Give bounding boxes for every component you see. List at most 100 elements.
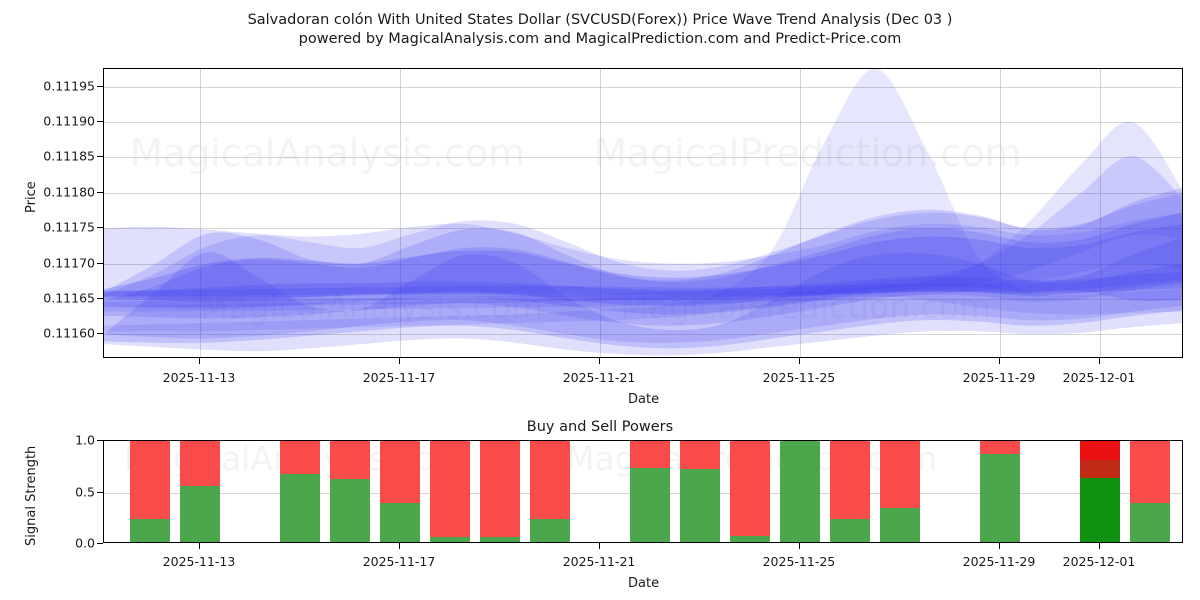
buy-power-segment [380, 502, 421, 542]
y-tick-label: 0.11175 [43, 219, 95, 235]
x-tick-mark [399, 358, 401, 364]
x-tick-label: 2025-11-17 [362, 554, 436, 569]
wave-band [104, 263, 1182, 301]
x-tick-label: 2025-12-01 [1062, 370, 1136, 385]
y-tick-mark [97, 227, 103, 229]
x-tick-label: 2025-11-13 [162, 370, 236, 385]
x-tick-label: 2025-11-21 [562, 554, 636, 569]
signal-bar[interactable] [380, 441, 421, 542]
x-tick-mark [998, 543, 1000, 549]
gridline-horizontal [104, 228, 1182, 230]
gridline-vertical [600, 69, 602, 357]
sell-power-segment-mid [1079, 460, 1120, 479]
y-tick-mark [97, 440, 103, 441]
buy-power-segment [779, 441, 820, 542]
x-tick-mark [399, 543, 401, 549]
signal-bar[interactable] [130, 441, 170, 542]
signal-bar[interactable] [729, 441, 770, 542]
gridline-vertical [200, 69, 201, 357]
price-y-axis-label: Price [24, 181, 39, 213]
y-tick-mark [97, 543, 103, 544]
y-tick-mark [97, 85, 103, 87]
signal-bar[interactable] [829, 441, 870, 542]
y-tick-label: 0.5 [75, 484, 95, 499]
sell-power-segment [180, 441, 220, 487]
y-tick-label: 0.11170 [43, 255, 95, 270]
signal-x-axis-label: Date [628, 576, 660, 591]
wave-band [104, 237, 1182, 349]
x-tick-label: 2025-11-25 [762, 554, 836, 569]
buy-sell-powers-plot-area: MagicalAnalysis.com MagicalPrediction.co… [103, 440, 1183, 543]
gridline-vertical [1099, 69, 1101, 357]
y-tick-mark [97, 491, 103, 493]
figure-title-line-1: Salvadoran colón With United States Doll… [247, 12, 953, 28]
x-tick-label: 2025-11-17 [362, 370, 436, 385]
y-tick-mark [97, 333, 103, 335]
signal-bar[interactable] [779, 441, 820, 542]
x-tick-mark [1098, 543, 1100, 549]
wave-band [104, 213, 1182, 315]
x-tick-mark [1098, 358, 1100, 364]
sell-power-segment [680, 441, 721, 469]
price-wave-bands [104, 69, 1182, 356]
y-tick-mark [97, 156, 103, 158]
y-tick-label: 0.11185 [43, 148, 95, 164]
wave-band [104, 212, 1182, 356]
buy-power-segment [130, 519, 170, 542]
signal-bar[interactable] [330, 441, 371, 542]
sell-power-segment [879, 441, 920, 509]
signal-bar[interactable] [430, 441, 471, 542]
x-tick-mark [199, 358, 200, 364]
buy-power-segment [630, 467, 671, 542]
y-tick-mark [97, 121, 103, 123]
gridline-horizontal [104, 298, 1182, 300]
sell-power-segment [729, 441, 770, 536]
sell-power-segment [430, 441, 471, 537]
gridline-horizontal [104, 263, 1182, 265]
buy-power-segment [280, 474, 321, 542]
wave-band [104, 272, 1182, 301]
y-tick-label: 0.11195 [43, 78, 95, 94]
signal-bar[interactable] [630, 441, 671, 542]
sell-power-segment [1129, 441, 1170, 503]
wave-band [104, 193, 1182, 343]
price-x-axis-label: Date [628, 392, 660, 407]
x-tick-mark [599, 543, 601, 549]
x-tick-mark [599, 358, 601, 364]
y-tick-mark [97, 262, 103, 264]
buy-power-segment [1129, 502, 1170, 542]
buy-power-segment [680, 468, 721, 542]
y-tick-mark [97, 191, 103, 193]
y-tick-label: 1.0 [75, 432, 95, 448]
x-tick-label: 2025-11-21 [562, 370, 636, 385]
gridline-horizontal [104, 192, 1182, 194]
signal-bar[interactable] [879, 441, 920, 542]
x-tick-mark [798, 358, 800, 364]
signal-bar[interactable] [680, 441, 721, 542]
signal-subplot-title: Buy and Sell Powers [526, 419, 674, 435]
signal-bar[interactable] [480, 441, 521, 542]
signal-y-axis-label: Signal Strength [24, 445, 39, 546]
sell-power-segment [130, 441, 170, 520]
buy-power-segment [829, 519, 870, 542]
sell-power-segment [380, 441, 421, 503]
gridline-horizontal [104, 334, 1182, 336]
x-tick-mark [199, 543, 200, 549]
signal-bar[interactable] [180, 441, 220, 542]
gridline-vertical [400, 69, 402, 357]
buy-power-segment [330, 479, 371, 542]
signal-bar[interactable] [530, 441, 571, 542]
signal-bar[interactable] [280, 441, 321, 542]
gridline-horizontal [104, 122, 1182, 124]
x-tick-label: 2025-11-29 [962, 554, 1036, 569]
signal-bar[interactable] [1079, 441, 1120, 542]
signal-bar[interactable] [979, 441, 1020, 542]
signal-bar[interactable] [1129, 441, 1170, 542]
gridline-horizontal [104, 86, 1182, 88]
y-tick-label: 0.0 [75, 535, 95, 551]
sell-power-segment [530, 441, 571, 520]
sell-power-segment [480, 441, 521, 537]
buy-power-segment [430, 536, 471, 542]
gridline-vertical [799, 69, 801, 357]
sell-power-segment [979, 441, 1020, 455]
